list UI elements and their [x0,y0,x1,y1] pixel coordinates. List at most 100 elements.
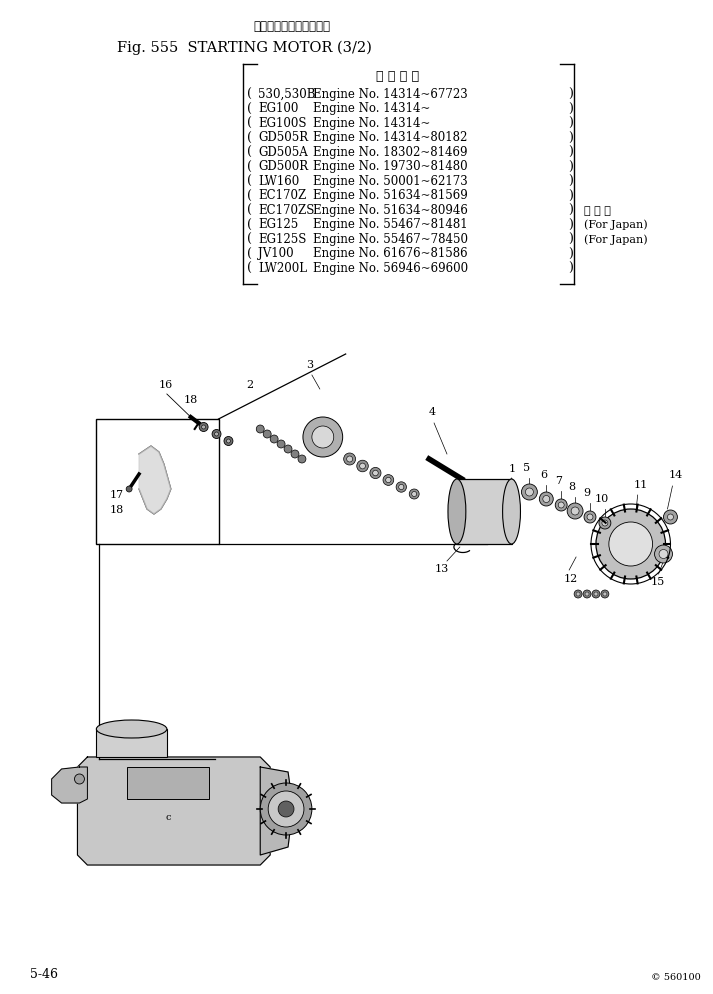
Text: c: c [165,813,170,822]
Circle shape [558,503,564,509]
Ellipse shape [96,721,167,739]
Circle shape [212,430,221,439]
Text: スターティング　モータ: スターティング モータ [253,20,330,33]
Text: (: ( [247,219,252,232]
Polygon shape [96,419,218,545]
Text: (: ( [247,204,252,217]
Text: Engine No. 14314~: Engine No. 14314~ [313,102,430,115]
Circle shape [603,592,607,596]
Text: ): ) [568,248,573,260]
Bar [457,479,511,545]
Circle shape [224,437,233,446]
Circle shape [126,486,132,492]
Text: LW160: LW160 [258,175,299,188]
Circle shape [386,478,391,483]
Text: JV100: JV100 [258,248,294,260]
Circle shape [74,774,84,784]
Text: 1: 1 [508,463,515,473]
Text: 530,530B: 530,530B [258,87,316,101]
Circle shape [602,521,608,527]
Text: 8: 8 [568,481,575,491]
Text: 16: 16 [159,380,173,390]
Text: Engine No. 55467~78450: Engine No. 55467~78450 [313,233,468,246]
Text: 適 用 号 機: 適 用 号 機 [376,70,419,83]
Text: Engine No. 50001~62173: Engine No. 50001~62173 [313,175,468,188]
Text: (: ( [247,131,252,144]
Circle shape [596,510,665,580]
Polygon shape [260,767,293,855]
Text: ): ) [568,160,573,173]
Text: ): ) [568,189,573,203]
Circle shape [664,511,677,525]
Text: ): ) [568,233,573,246]
Text: (: ( [247,160,252,173]
Circle shape [585,592,589,596]
Text: GD500R: GD500R [258,160,309,173]
Text: 5: 5 [523,462,530,472]
Ellipse shape [448,479,466,545]
Text: (: ( [247,189,252,203]
Circle shape [373,471,378,476]
Text: GD505A: GD505A [258,146,308,159]
Circle shape [583,590,591,598]
Circle shape [543,496,550,503]
Circle shape [539,492,553,507]
Circle shape [291,450,299,458]
Text: Engine No. 56946~69600: Engine No. 56946~69600 [313,261,468,274]
Text: Engine No. 18302~81469: Engine No. 18302~81469 [313,146,468,159]
Circle shape [601,590,609,598]
Text: ): ) [568,87,573,101]
Text: Engine No. 55467~81481: Engine No. 55467~81481 [313,219,468,232]
Circle shape [399,485,404,490]
Circle shape [667,515,674,521]
Circle shape [411,492,416,497]
Circle shape [303,417,343,457]
Circle shape [599,518,611,530]
Circle shape [344,453,356,465]
Text: 国 内 向: 国 内 向 [584,206,611,216]
Text: (: ( [247,117,252,130]
Circle shape [584,512,596,524]
Text: (: ( [247,175,252,188]
Ellipse shape [503,479,520,545]
Text: ): ) [568,131,573,144]
Bar [127,767,209,799]
Circle shape [571,508,579,516]
Text: 3: 3 [306,360,313,370]
Text: (: ( [247,248,252,260]
Text: (For Japan): (For Japan) [584,220,647,231]
Circle shape [347,456,353,462]
Circle shape [574,590,582,598]
Text: Engine No. 51634~80946: Engine No. 51634~80946 [313,204,468,217]
Text: 15: 15 [650,577,665,586]
Bar [96,730,167,757]
Circle shape [268,791,304,827]
Text: © 560100: © 560100 [650,972,700,981]
Circle shape [199,423,208,432]
Circle shape [277,440,285,448]
Circle shape [202,425,205,429]
Circle shape [370,468,381,479]
Circle shape [609,523,652,567]
Text: GD505R: GD505R [258,131,309,144]
Text: Engine No. 61676~81586: Engine No. 61676~81586 [313,248,468,260]
Text: ): ) [568,261,573,274]
Text: 7: 7 [555,475,562,485]
Text: ): ) [568,102,573,115]
Text: 12: 12 [563,574,578,583]
Circle shape [256,425,265,433]
Circle shape [555,500,567,512]
Text: 9: 9 [583,487,590,498]
Circle shape [284,445,292,453]
Circle shape [521,484,538,501]
Text: EC170Z: EC170Z [258,189,307,203]
Text: (: ( [247,146,252,159]
Circle shape [587,515,593,521]
Text: EG100S: EG100S [258,117,307,130]
Circle shape [409,489,419,500]
Text: EG125S: EG125S [258,233,307,246]
Circle shape [278,801,294,817]
Text: ): ) [568,204,573,217]
Text: EG125: EG125 [258,219,299,232]
Text: (: ( [247,233,252,246]
